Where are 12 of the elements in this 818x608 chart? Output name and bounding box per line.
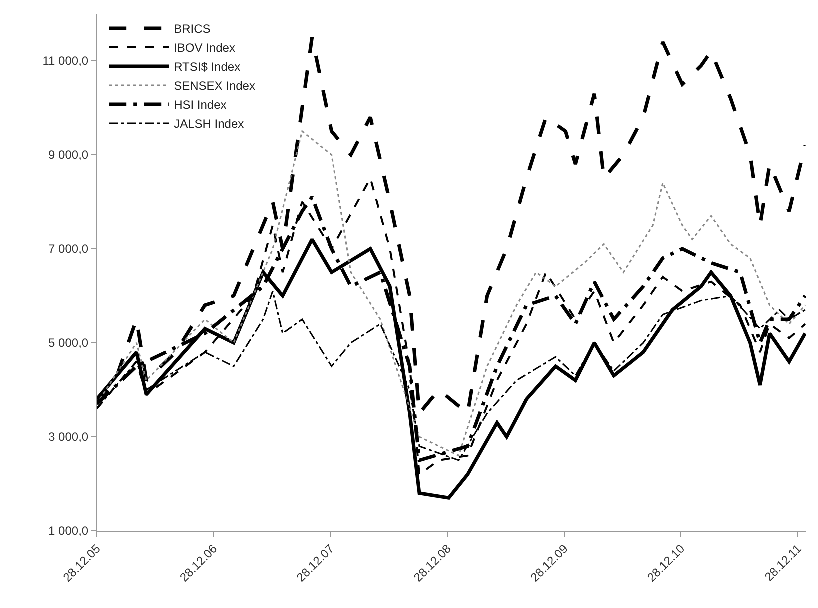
y-tick-label: 3 000,0 [48, 430, 89, 444]
y-tick-label: 7 000,0 [48, 242, 89, 256]
y-tick-label: 5 000,0 [48, 336, 89, 350]
legend-label: RTSI$ Index [174, 60, 241, 74]
legend-label: BRICS [174, 22, 211, 36]
y-tick-label: 11 000,0 [42, 54, 89, 68]
legend-label: HSI Index [174, 98, 227, 112]
legend-label: JALSH Index [174, 117, 244, 132]
y-tick-label: 1 000,0 [48, 524, 89, 538]
y-tick-label: 9 000,0 [48, 148, 89, 162]
legend-label: SENSEX Index [174, 79, 256, 94]
legend-label: IBOV Index [174, 41, 236, 56]
